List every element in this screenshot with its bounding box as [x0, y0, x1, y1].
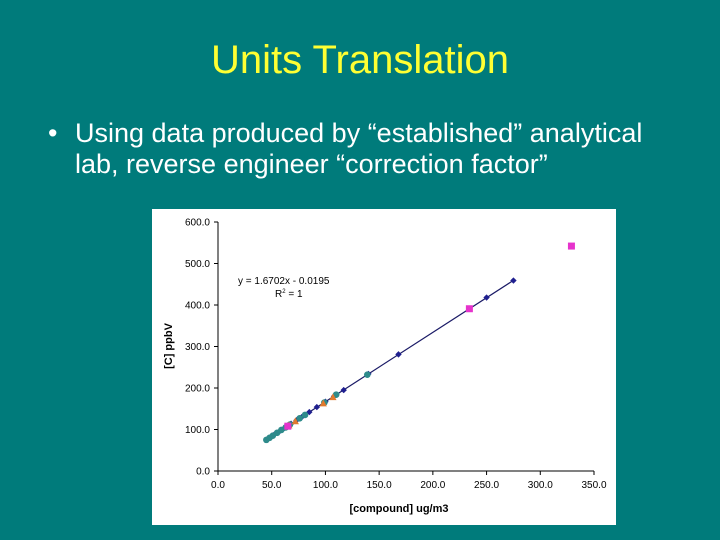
y-tick-label: 600.0 — [185, 218, 210, 229]
bullet-list: • Using data produced by “established” a… — [48, 118, 688, 180]
data-point-diamond — [395, 351, 402, 358]
chart-axes: 0.0 50.0 100.0 150.0 200.0 250.0 300.0 350.0 0.0… — [185, 218, 607, 492]
y-axis-title: [C] ppbV — [163, 322, 175, 368]
chart-labels: y = 1.6702x - 0.0195 R2 = 1 [compound] u… — [163, 276, 449, 515]
x-tick-label: 350.0 — [581, 480, 606, 491]
x-axis-title: [compound] ug/m3 — [350, 503, 449, 515]
data-point-circle — [301, 411, 309, 419]
x-tick-label: 150.0 — [367, 480, 392, 491]
data-point-triangle — [291, 417, 299, 425]
data-point-triangle — [319, 399, 327, 407]
x-tick-label: 50.0 — [262, 480, 282, 491]
x-tick-label: 200.0 — [420, 480, 445, 491]
y-tick-label: 300.0 — [185, 342, 210, 353]
data-point-square — [567, 242, 575, 250]
y-tick-label: 100.0 — [185, 425, 210, 436]
data-point-circle — [296, 414, 303, 422]
data-point-diamond — [483, 294, 490, 301]
data-point-diamond — [340, 386, 347, 394]
x-tick-label: 300.0 — [528, 480, 553, 491]
x-tick-label: 250.0 — [474, 480, 499, 491]
data-point-square — [284, 422, 292, 430]
bullet-item: • Using data produced by “established” a… — [48, 118, 688, 180]
bullet-symbol: • — [48, 118, 58, 148]
y-tick-label: 500.0 — [185, 259, 210, 270]
data-point-diamond — [510, 277, 517, 284]
bullet-text: Using data produced by “established” ana… — [75, 118, 643, 179]
data-point-circle — [364, 371, 371, 379]
data-points — [263, 242, 575, 444]
slide-title: Units Translation — [211, 38, 509, 82]
chart-panel: 0.0 50.0 100.0 150.0 200.0 250.0 300.0 350.0 0.0… — [152, 209, 616, 525]
y-tick-label: 200.0 — [185, 384, 210, 395]
r-squared-label: R2 = 1 — [275, 289, 303, 300]
y-tick-label: 0.0 — [196, 467, 210, 478]
data-point-circle — [332, 391, 340, 398]
trendline-equation: y = 1.6702x - 0.0195 — [238, 276, 330, 287]
x-tick-label: 100.0 — [313, 480, 338, 491]
data-point-triangle — [329, 393, 337, 401]
data-point-square — [465, 305, 473, 313]
x-tick-label: 0.0 — [211, 480, 225, 491]
y-tick-label: 400.0 — [185, 301, 210, 312]
scatter-chart: 0.0 50.0 100.0 150.0 200.0 250.0 300.0 350.0 0.0… — [163, 218, 607, 516]
